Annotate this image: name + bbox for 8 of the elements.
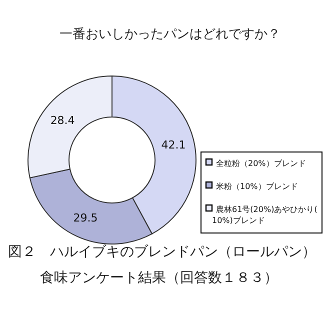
data-label: 42.1 [161,138,186,152]
caption: 図２ ハルイブキのブレンドパン（ロールパン）食味アンケート結果（回答数１８３） [8,244,316,286]
data-label: 28.4 [50,114,75,128]
legend-label: 米粉（10%）ブレンド [216,182,298,191]
chart-title: 一番おいしかったパンはどれですか？ [60,27,280,42]
legend-label: 農林61号(20%)あやひかり(10%)ブレンド [212,205,318,225]
data-label: 29.5 [73,212,98,225]
legend-label: 全粒粉（20%）ブレンド [216,159,306,168]
